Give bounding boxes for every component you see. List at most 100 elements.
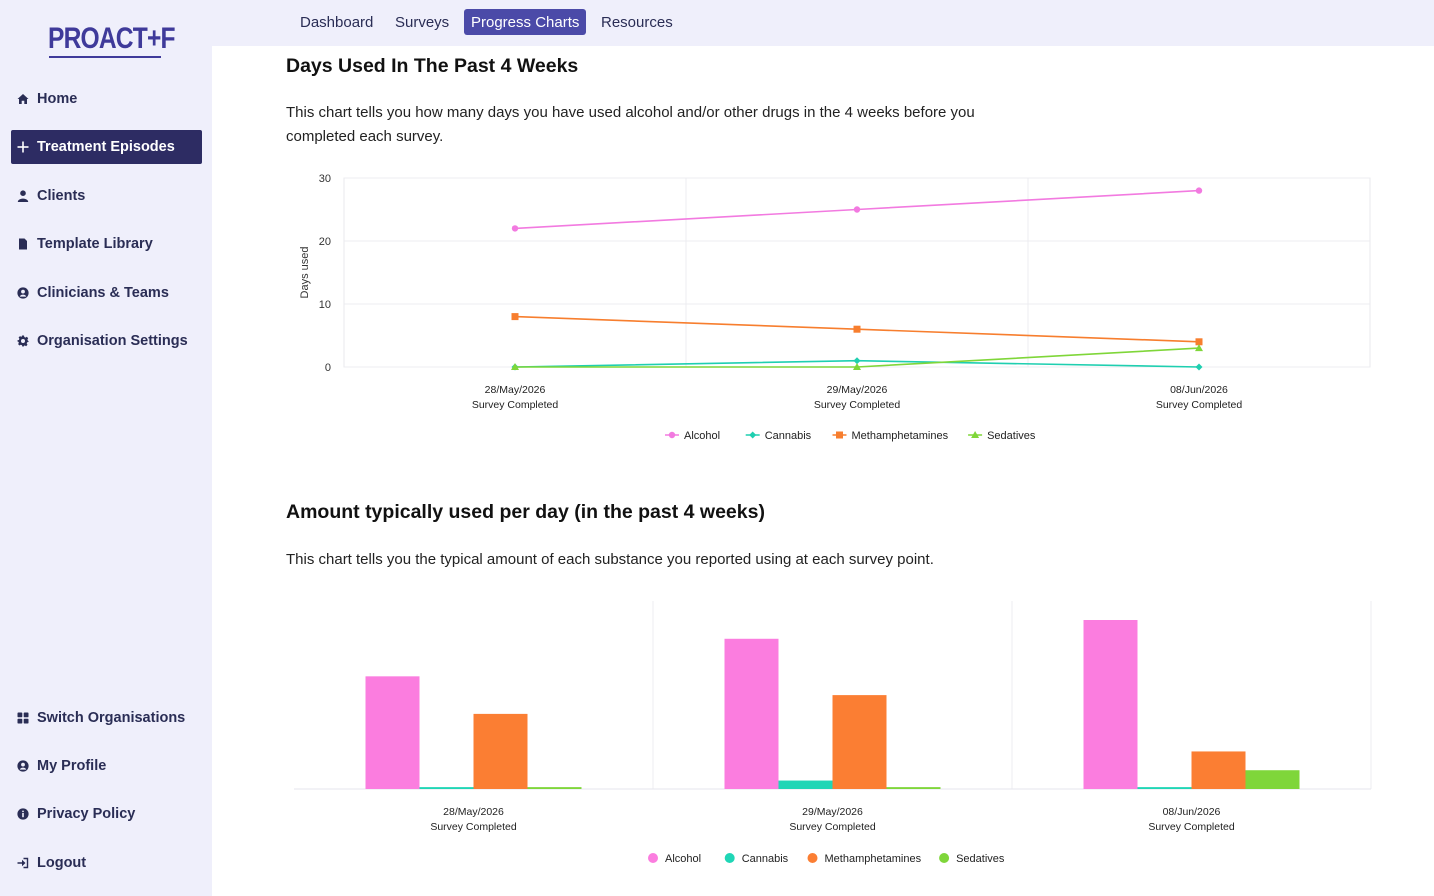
- x-tick-sublabel: Survey Completed: [814, 399, 901, 411]
- data-point-cannabis: [1195, 363, 1203, 371]
- tab-resources[interactable]: Resources: [601, 13, 673, 31]
- data-point-sedatives: [1195, 344, 1203, 352]
- sidebar-item-organisation-settings[interactable]: Organisation Settings: [11, 324, 202, 358]
- legend-label-sedatives: Sedatives: [987, 430, 1036, 442]
- sidebar-item-clinicians-teams[interactable]: Clinicians & Teams: [11, 276, 202, 310]
- x-tick-sublabel: Survey Completed: [1156, 399, 1243, 411]
- top-navigation: Dashboard Surveys Progress Charts Resour…: [212, 0, 1434, 46]
- legend-marker-alcohol: [668, 431, 676, 439]
- logout-icon: [16, 856, 30, 870]
- amount-used-title: Amount typically used per day (in the pa…: [286, 501, 765, 523]
- sidebar-item-label: Organisation Settings: [37, 333, 188, 349]
- data-point-methamphetamines: [1195, 338, 1203, 346]
- legend-label-methamphetamines: Methamphetamines: [825, 853, 922, 865]
- sidebar-item-label: Privacy Policy: [37, 806, 136, 822]
- legend-label-alcohol: Alcohol: [665, 853, 701, 865]
- plus-icon: [16, 140, 30, 154]
- legend-label-cannabis: Cannabis: [742, 853, 789, 865]
- sidebar-item-home[interactable]: Home: [11, 82, 202, 116]
- data-point-sedatives: [511, 363, 519, 370]
- days-used-description: This chart tells you how many days you h…: [286, 104, 975, 145]
- bar-cannabis: [419, 787, 474, 789]
- data-point-alcohol: [511, 225, 519, 232]
- legend-label-methamphetamines: Methamphetamines: [852, 430, 949, 442]
- y-tick-label: 20: [319, 236, 331, 248]
- user-icon: [16, 189, 30, 203]
- info-icon: [16, 807, 30, 821]
- bar-alcohol: [724, 638, 779, 789]
- tab-progress-charts[interactable]: Progress Charts: [464, 9, 587, 35]
- logo-underline: [49, 56, 161, 58]
- legend-marker-sedatives: [971, 431, 980, 438]
- sidebar-item-template-library[interactable]: Template Library: [11, 227, 202, 261]
- data-point-cannabis: [853, 357, 861, 365]
- sidebar-item-clients[interactable]: Clients: [11, 179, 202, 213]
- x-tick-sublabel: Survey Completed: [1148, 821, 1235, 833]
- legend-label-cannabis: Cannabis: [765, 430, 812, 442]
- sidebar-item-logout[interactable]: Logout: [11, 846, 202, 880]
- y-tick-label: 10: [319, 299, 331, 311]
- grid-icon: [16, 711, 30, 725]
- tab-dashboard[interactable]: Dashboard: [300, 13, 374, 31]
- bar-methamphetamines: [473, 713, 528, 789]
- series-line-alcohol: [514, 189, 1200, 230]
- legend-marker-methamphetamines: [836, 431, 843, 439]
- legend-marker-cannabis: [749, 431, 757, 439]
- x-tick-label: 29/May/2026: [802, 806, 863, 818]
- sidebar: PROACT+F Home Treatment Episodes Clients…: [0, 0, 212, 896]
- legend-marker-cannabis: [724, 853, 735, 863]
- y-tick-label: 0: [325, 362, 331, 374]
- sidebar-item-privacy-policy[interactable]: Privacy Policy: [11, 797, 202, 831]
- sidebar-item-label: Home: [37, 91, 78, 107]
- series-line-sedatives: [515, 347, 1200, 368]
- sidebar-item-switch-organisations[interactable]: Switch Organisations: [11, 701, 202, 735]
- bar-cannabis: [778, 780, 833, 789]
- user-circle-icon: [16, 759, 30, 773]
- file-icon: [16, 237, 30, 251]
- bar-sedatives: [527, 787, 582, 789]
- series-line-cannabis: [514, 359, 1200, 368]
- days-used-title: Days Used In The Past 4 Weeks: [286, 55, 579, 77]
- bar-methamphetamines: [832, 695, 887, 789]
- data-point-alcohol: [853, 206, 861, 213]
- tab-surveys[interactable]: Surveys: [395, 13, 450, 31]
- x-tick-label: 29/May/2026: [827, 384, 888, 396]
- sidebar-item-label: Clinicians & Teams: [37, 285, 169, 301]
- y-axis-label: Days used: [299, 247, 311, 299]
- x-tick-sublabel: Survey Completed: [430, 821, 517, 833]
- x-tick-label: 08/Jun/2026: [1170, 384, 1228, 396]
- sidebar-item-my-profile[interactable]: My Profile: [11, 749, 202, 783]
- data-point-methamphetamines: [511, 313, 519, 321]
- x-tick-sublabel: Survey Completed: [472, 399, 559, 411]
- bar-cannabis: [1137, 787, 1192, 789]
- bar-sedatives: [886, 787, 941, 789]
- legend-marker-methamphetamines: [807, 853, 818, 863]
- sidebar-item-label: Template Library: [37, 236, 153, 252]
- legend-label-alcohol: Alcohol: [684, 430, 720, 442]
- x-tick-label: 28/May/2026: [485, 384, 546, 396]
- data-point-alcohol: [1195, 187, 1203, 194]
- legend-label-sedatives: Sedatives: [956, 853, 1005, 865]
- app-logo[interactable]: PROACT+F: [48, 22, 176, 62]
- sidebar-item-label: Logout: [37, 855, 87, 871]
- x-tick-label: 28/May/2026: [443, 806, 504, 818]
- bar-methamphetamines: [1191, 751, 1246, 789]
- sidebar-item-treatment-episodes[interactable]: Treatment Episodes: [11, 130, 202, 164]
- series-line-methamphetamines: [514, 315, 1200, 343]
- y-tick-label: 30: [319, 173, 331, 185]
- sidebar-item-label: Switch Organisations: [37, 710, 186, 726]
- user-circle-icon: [16, 286, 30, 300]
- logo-text: PROACT+F: [48, 22, 176, 55]
- x-tick-sublabel: Survey Completed: [789, 821, 876, 833]
- data-point-sedatives: [853, 363, 861, 370]
- bar-alcohol: [365, 676, 420, 789]
- plot-area-border: [343, 177, 1371, 368]
- gear-icon: [16, 334, 30, 348]
- data-point-methamphetamines: [853, 325, 861, 333]
- x-tick-label: 08/Jun/2026: [1163, 806, 1221, 818]
- data-point-cannabis: [511, 363, 519, 371]
- bar-alcohol: [1083, 620, 1138, 789]
- home-icon: [16, 92, 30, 106]
- sidebar-item-label: My Profile: [37, 758, 107, 774]
- amount-used-description: This chart tells you the typical amount …: [286, 551, 934, 568]
